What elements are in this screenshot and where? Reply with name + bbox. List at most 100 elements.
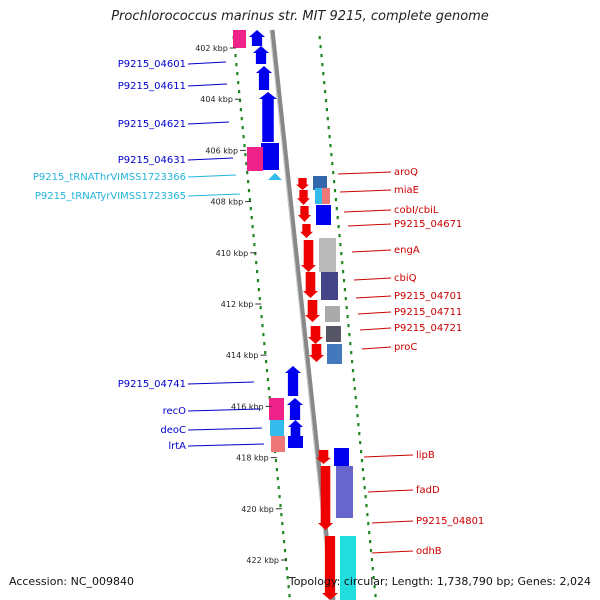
track-dot-right — [360, 450, 363, 454]
left-gene-label: P9215_04631 — [118, 155, 186, 166]
track-dot-left — [268, 396, 271, 400]
gene-arrow-forward — [297, 190, 310, 205]
track-dot-right — [324, 99, 328, 103]
cog-box — [321, 272, 338, 300]
gene-arrow-reverse — [256, 66, 272, 90]
right-leader-line — [359, 327, 392, 331]
track-dot-right — [359, 441, 362, 445]
track-dot-right — [343, 288, 346, 292]
right-leader-line — [371, 520, 414, 524]
track-dot-left — [287, 585, 290, 589]
track-dot-right — [370, 558, 373, 562]
right-gene-label: cobI/cbiL — [394, 205, 439, 216]
track-dot-left — [252, 234, 255, 238]
track-dot-right — [326, 117, 329, 121]
track-dot-left — [279, 504, 282, 508]
track-dot-right — [324, 90, 327, 94]
kbp-tick-label: 422 kbp — [246, 556, 279, 565]
track-dot-left — [275, 468, 278, 472]
kbp-tick-label: 418 kbp — [236, 454, 269, 463]
track-dot-left — [264, 351, 267, 355]
track-dot-right — [361, 468, 364, 472]
cog-box — [334, 448, 349, 466]
track-dot-right — [357, 423, 360, 427]
left-gene-label: P9215_04611 — [118, 81, 186, 92]
track-dot-left — [237, 81, 240, 85]
gene-arrow-forward — [305, 300, 320, 322]
track-dot-right — [369, 549, 373, 553]
track-dot-left — [255, 261, 258, 265]
gene-arrow-reverse — [287, 398, 303, 420]
track-dot-right — [351, 360, 354, 364]
gene-arrow-forward — [308, 326, 323, 344]
track-dot-right — [352, 378, 355, 382]
track-dot-left — [260, 315, 263, 319]
right-leader-line — [371, 550, 414, 554]
track-dot-right — [353, 387, 356, 391]
left-leader-line — [187, 443, 265, 447]
right-gene-labels: aroQ miaE cobI/cbiL P9215_04671 engA cbiQ P921… — [337, 167, 484, 557]
right-gene-label: engA — [394, 245, 420, 256]
track-dot-left — [241, 126, 244, 130]
right-gene-label: miaE — [394, 185, 419, 196]
trna-marker — [268, 173, 282, 180]
cog-box — [319, 238, 336, 272]
kbp-tick-label: 402 kbp — [195, 44, 228, 53]
right-leader-line — [367, 489, 414, 493]
gene-arrow-forward — [316, 450, 331, 464]
track-dot-right — [321, 63, 324, 67]
track-dot-left — [285, 567, 288, 571]
track-dot-right — [354, 396, 357, 400]
track-dot-left — [281, 522, 284, 526]
track-dot-left — [283, 540, 286, 544]
track-dot-left — [283, 549, 287, 553]
left-gene-label: lrtA — [168, 441, 186, 452]
track-dot-left — [261, 324, 264, 328]
track-dot-left — [265, 369, 269, 373]
track-dot-left — [251, 225, 254, 229]
track-dot-right — [350, 351, 353, 355]
track-dot-left — [242, 135, 245, 139]
gene-arrow-reverse — [249, 30, 265, 46]
track-dot-right — [373, 585, 376, 589]
track-dot-left — [263, 342, 266, 346]
right-leader-line — [347, 223, 392, 227]
left-gene-label: recO — [163, 406, 187, 417]
gene-features — [233, 30, 356, 600]
track-dot-left — [244, 153, 247, 157]
track-dot-right — [336, 216, 339, 220]
track-dot-right — [338, 234, 341, 238]
kbp-tick-label: 420 kbp — [241, 505, 274, 514]
track-dot-right — [367, 522, 370, 526]
left-leader-line — [187, 193, 241, 197]
track-dot-right — [323, 81, 326, 85]
track-dot-left — [247, 189, 251, 193]
track-dot-right — [369, 540, 372, 544]
cog-box — [313, 176, 327, 190]
track-dot-right — [368, 531, 371, 535]
cog-box — [336, 466, 353, 518]
track-dot-left — [249, 207, 252, 211]
track-dot-right — [344, 297, 347, 301]
left-gene-label: P9215_tRNAThrVIMSS1723366 — [33, 172, 186, 183]
right-gene-label: cbiQ — [394, 273, 417, 284]
track-dot-left — [278, 495, 281, 499]
right-gene-label: P9215_04711 — [394, 307, 462, 318]
left-leader-line — [187, 157, 234, 161]
track-dot-right — [345, 306, 348, 310]
track-dot-left — [266, 378, 269, 382]
kbp-tick-label: 406 kbp — [205, 146, 238, 155]
kbp-ticks: 402 kbp 404 kbp 406 kbp 408 kbp 410 kbp 412 k… — [195, 44, 287, 565]
track-dot-right — [346, 315, 349, 319]
track-dot-right — [319, 45, 322, 49]
kbp-tick-label: 410 kbp — [216, 249, 249, 258]
left-leader-line — [187, 381, 255, 385]
left-gene-label: P9215_04621 — [118, 119, 186, 130]
gene-body-reverse — [288, 436, 303, 448]
track-dot-left — [239, 108, 242, 112]
right-leader-line — [357, 311, 392, 315]
right-gene-label: fadD — [416, 485, 440, 496]
track-dot-left — [250, 216, 253, 220]
right-gene-label: P9215_04701 — [394, 291, 462, 302]
